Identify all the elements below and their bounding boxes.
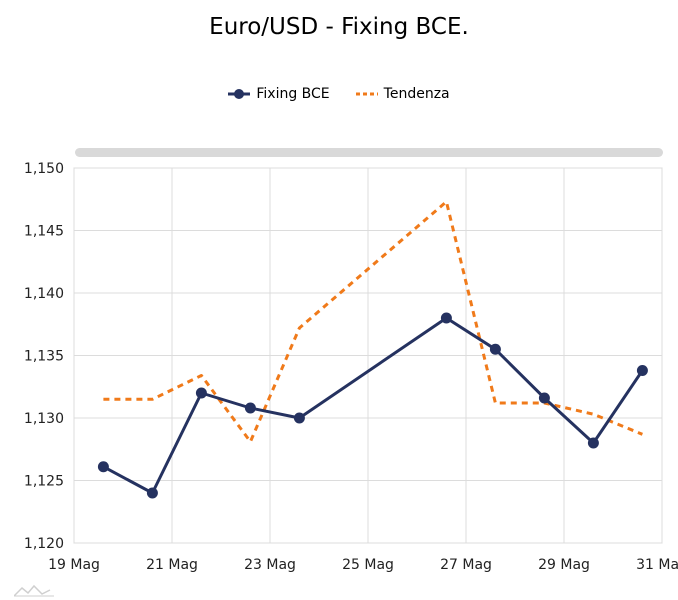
x-tick-label: 29 Mag [538,557,590,573]
chart-title: Euro/USD - Fixing BCE. [209,14,469,40]
data-point-fixing-bce [489,343,501,355]
x-tick-label: 19 Mag [48,557,100,573]
y-tick-label: 1,120 [24,536,64,552]
series-line-fixing-bce [102,316,644,495]
data-point-fixing-bce [440,312,452,324]
y-tick-label: 1,150 [24,161,64,177]
data-point-fixing-bce [636,365,648,376]
legend-label-tendenza: Tendenza [383,86,450,102]
chart-scrollbar[interactable] [75,148,663,157]
legend-dashed-line-icon [355,92,378,96]
data-point-fixing-bce [244,402,256,414]
x-tick-label: 27 Mag [440,557,492,573]
x-tick-label: 25 Mag [342,557,394,573]
data-point-fixing-bce [195,387,207,399]
x-tick-label: 31 Mag [636,557,678,573]
y-tick-label: 1,125 [24,474,64,490]
y-tick-label: 1,135 [24,349,64,365]
legend-item-tendenza[interactable]: Tendenza [355,86,450,102]
chart-legend: Fixing BCE Tendenza [0,86,678,102]
x-tick-label: 21 Mag [146,557,198,573]
legend-solid-marker-icon [228,89,251,99]
data-point-fixing-bce [587,437,599,449]
legend-label-fixing-bce: Fixing BCE [256,86,330,102]
x-tick-label: 23 Mag [244,557,296,573]
data-point-fixing-bce [293,412,305,424]
legend-item-fixing-bce[interactable]: Fixing BCE [228,86,330,102]
y-tick-label: 1,140 [24,286,64,302]
chart-logo-icon [14,584,54,597]
data-point-fixing-bce [146,487,158,499]
y-tick-label: 1,130 [24,411,64,427]
data-point-fixing-bce [97,461,109,473]
data-point-fixing-bce [538,392,550,404]
series-line-tendenza [103,200,643,444]
y-tick-label: 1,145 [24,224,64,240]
